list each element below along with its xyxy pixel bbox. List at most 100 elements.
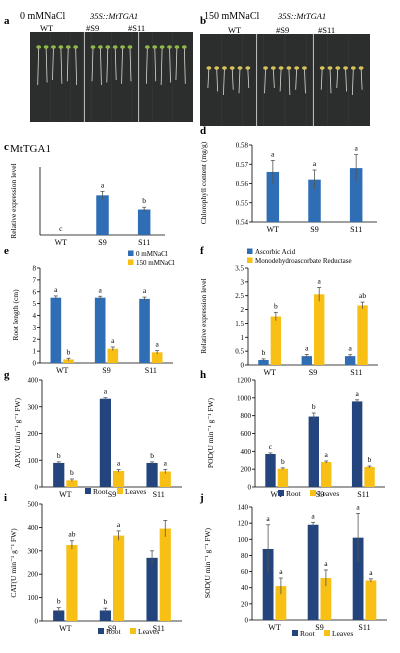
y-tick-label: 0.57 [236,161,249,169]
seedling-root [216,67,219,92]
seedling-root [183,46,186,84]
x-tick-label: S11 [357,490,369,499]
seedling-root [351,67,354,96]
significance-letter: b [281,457,285,466]
bar-wt-root [53,462,65,487]
seedling-root [145,46,148,84]
x-tick-label: WT [55,238,68,247]
seedling-cotyledon [237,66,243,70]
seedling-root [238,67,241,94]
panel-letter-g: g [4,369,10,381]
bar-s11-value [349,168,363,222]
significance-letter: a [101,180,105,189]
seedling-cotyledon [73,45,79,49]
significance-letter: a [325,450,329,459]
legend-entry: Leaves [138,627,159,636]
legend-entry: Root [300,629,316,638]
bar-s9-root [99,610,111,621]
photo-transgene-label: 35S::MtTGA1 [89,11,138,21]
y-tick-label: 100 [28,594,39,602]
legend-swatch [85,488,91,494]
significance-letter: a [99,285,103,294]
seedling-root [75,46,78,86]
chart-legend: Root Leaves [85,487,146,496]
y-tick-label: 400 [28,377,39,385]
legend-entry: 150 mMNaCl [136,259,175,267]
y-tick-label: 600 [241,430,252,438]
seedling-cotyledon [350,66,356,70]
genotype-label: WT [228,25,242,35]
x-tick-label: S9 [315,623,323,632]
seedling-root [37,46,40,86]
seedling-cotyledon [263,66,268,70]
bar-s9-root [307,524,319,620]
legend-entry: Ascorbic Acid [255,248,296,256]
bar-wt-monodehydroascorbate-reductase [270,316,282,365]
seedling-root [169,46,171,83]
x-tick-label: WT [59,490,72,499]
legend-swatch [117,488,123,494]
y-tick-label: 40 [241,584,249,592]
y-axis-label: CAT(U min⁻¹ g⁻¹ FW) [9,528,18,598]
seedling-root [60,46,63,84]
x-tick-label: WT [263,368,276,377]
y-tick-label: 400 [241,448,252,456]
y-tick-label: 8 [33,265,37,273]
seedling-cotyledon [286,66,292,70]
panel-letter-a: a [4,15,10,27]
bar-s11-leaves [365,580,377,620]
panel-letter-b: b [200,15,206,27]
seedling-root [121,46,123,84]
y-tick-label: 0.5 [235,348,244,356]
panel-letter-e: e [4,245,9,257]
seedling-root [100,46,102,86]
x-tick-label: S11 [138,238,150,247]
seedling-cotyledon [181,45,187,49]
y-tick-label: 100 [238,536,249,544]
bar-s9-root [99,398,111,487]
seedling-root [247,67,250,89]
seedling-cotyledon [144,45,150,49]
bar-s11-leaves [364,466,375,487]
significance-letter: c [269,442,273,451]
photo-condition-label: 0 mMNaCl [20,11,66,22]
y-tick-label: 200 [28,571,39,579]
y-axis-label: POD(U min⁻¹ g⁻¹ FW) [206,397,215,468]
y-tick-label: 0 [35,618,39,626]
significance-letter: a [356,502,360,511]
seedling-cotyledon [294,66,300,70]
genotype-label: WT [40,23,54,33]
y-tick-label: 7 [33,276,37,284]
y-tick-label: 80 [241,552,249,560]
chart-legend: Root Leaves [292,629,353,638]
significance-letter: a [117,520,121,529]
seedling-root [129,46,132,82]
legend-swatch [98,628,104,634]
seedling-root [114,46,117,81]
seedling-cotyledon [43,45,49,49]
seedling-root [329,67,332,94]
panel-letter-d: d [200,125,206,137]
bar-s9-monodehydroascorbate-reductase [314,294,325,365]
bar-s11-root [351,401,363,487]
significance-letter: a [354,144,358,153]
y-tick-label: 2 [241,306,245,314]
significance-letter: b [312,402,316,411]
bar-s9-leaves [320,578,332,620]
x-tick-label: S11 [350,368,362,377]
axes [252,379,385,488]
bar-s11-root [146,462,158,487]
seedling-cotyledon [36,45,42,49]
bar-s11-root [352,537,364,620]
y-tick-label: 3 [33,324,37,332]
legend-swatch [128,250,134,256]
x-tick-label: S11 [153,624,165,633]
seedling-root [320,67,323,90]
seedling-cotyledon [174,45,180,49]
y-tick-label: 500 [28,501,39,509]
bar-s11-leaves [159,528,171,621]
legend-entry: Root [93,487,109,496]
y-tick-label: 300 [28,403,39,411]
panel-letter-h: h [200,369,206,381]
significance-letter: a [324,559,328,568]
